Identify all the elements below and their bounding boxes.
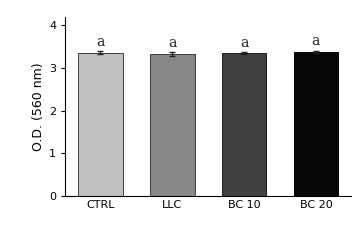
Y-axis label: O.D. (560 nm): O.D. (560 nm) [32, 62, 45, 151]
Bar [150, 54, 194, 196]
Bar [294, 52, 338, 196]
Bar [78, 53, 123, 196]
Bar [222, 53, 266, 196]
Text: a: a [240, 36, 248, 50]
Text: a: a [96, 35, 105, 49]
Text: a: a [168, 36, 176, 50]
Text: a: a [312, 34, 320, 48]
